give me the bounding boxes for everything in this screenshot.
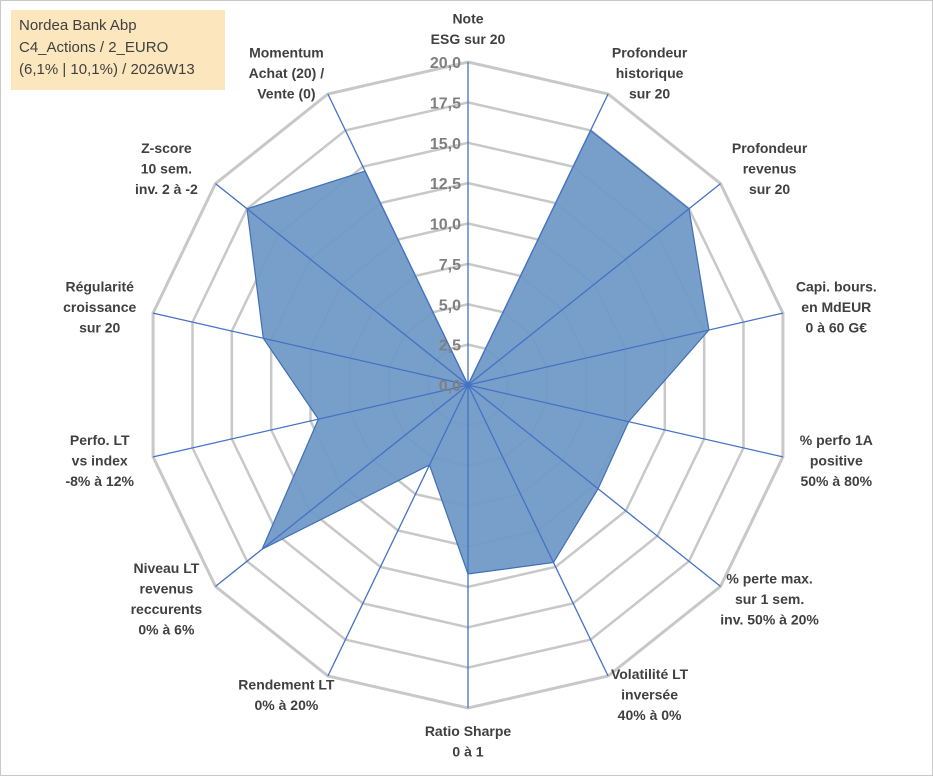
axis-label-9-line-1: revenus xyxy=(140,581,194,597)
data-point-6 xyxy=(552,561,555,564)
axis-label-6-line-0: Volatilité LT xyxy=(611,666,689,682)
axis-label-7-line-0: Ratio Sharpe xyxy=(425,723,512,739)
axis-label-9-line-3: 0% à 6% xyxy=(138,622,195,638)
info-line-company: Nordea Bank Abp xyxy=(19,17,137,34)
axis-label-11: Régularité croissance sur 20 xyxy=(63,279,136,336)
info-line-period: (6,1% | 10,1%) / 2026W13 xyxy=(19,61,195,78)
spoke-4 xyxy=(467,384,784,458)
axis-label-3-line-1: en MdEUR xyxy=(801,299,871,315)
axis-label-12-line-2: inv. 2 à -2 xyxy=(135,181,198,197)
axis-label-13: Momentum Achat (20) / Vente (0) xyxy=(249,44,325,101)
axis-label-7: Ratio Sharpe 0 à 1 xyxy=(425,723,512,760)
tick-label-6: 15,0 xyxy=(430,136,461,153)
axis-label-9-line-0: Niveau LT xyxy=(133,560,199,576)
axis-label-4-line-0: % perfo 1A xyxy=(800,432,873,448)
axis-label-6-line-1: inversée xyxy=(621,687,678,703)
spoke-12 xyxy=(215,183,469,386)
axis-label-10-line-2: -8% à 12% xyxy=(65,473,134,489)
tick-label-5: 12,5 xyxy=(430,176,461,193)
spoke-8 xyxy=(327,384,469,677)
data-point-13 xyxy=(364,170,367,173)
axis-label-2-line-2: sur 20 xyxy=(749,181,790,197)
axis-label-10: Perfo. LT vs index -8% à 12% xyxy=(65,432,134,489)
data-point-12 xyxy=(246,207,249,210)
spoke-11 xyxy=(152,312,469,386)
chart-info-box: Nordea Bank Abp C4_Actions / 2_EURO (6,1… xyxy=(11,10,225,90)
spoke-5 xyxy=(467,384,721,587)
data-point-4 xyxy=(627,420,630,423)
spoke-1 xyxy=(467,93,609,386)
axis-label-13-line-0: Momentum xyxy=(249,44,324,60)
axis-label-3-line-0: Capi. bours. xyxy=(796,279,877,295)
tick-label-3: 7,5 xyxy=(439,257,461,274)
axis-label-9: Niveau LT revenus reccurents 0% à 6% xyxy=(131,560,203,638)
axis-label-2: Profondeur revenus sur 20 xyxy=(732,140,808,197)
axis-label-11-line-2: sur 20 xyxy=(79,320,120,336)
axis-label-3: Capi. bours. en MdEUR 0 à 60 G€ xyxy=(796,279,877,336)
spoke-10 xyxy=(152,384,469,458)
data-point-9 xyxy=(261,548,264,551)
axis-label-3-line-2: 0 à 60 G€ xyxy=(806,320,868,336)
axis-label-2-line-0: Profondeur xyxy=(732,140,808,156)
axis-label-1-line-2: sur 20 xyxy=(629,85,670,101)
axis-label-10-line-1: vs index xyxy=(72,453,128,469)
data-point-3 xyxy=(707,329,710,332)
data-point-0 xyxy=(467,384,470,387)
axis-label-8-line-1: 0% à 20% xyxy=(254,697,318,713)
axis-label-13-line-1: Achat (20) / xyxy=(249,65,325,81)
tick-label-0: 0,0 xyxy=(439,378,461,395)
axis-label-4: % perfo 1A positive 50% à 80% xyxy=(800,432,873,489)
spoke-9 xyxy=(215,384,469,587)
axis-label-7-line-1: 0 à 1 xyxy=(452,744,483,760)
axis-label-5-line-0: % perte max. xyxy=(726,570,812,586)
data-point-7 xyxy=(467,573,470,576)
axis-label-8-line-0: Rendement LT xyxy=(238,676,335,692)
tick-label-8: 20,0 xyxy=(430,55,461,72)
axis-label-0: Note ESG sur 20 xyxy=(431,11,506,48)
axis-label-0-line-0: Note xyxy=(452,11,483,27)
data-point-11 xyxy=(262,337,265,340)
axis-label-11-line-0: Régularité xyxy=(65,279,134,295)
spoke-2 xyxy=(467,183,721,386)
axis-label-12-line-0: Z-score xyxy=(141,140,192,156)
data-point-5 xyxy=(597,487,600,490)
axis-label-5-line-2: inv. 50% à 20% xyxy=(720,611,819,627)
tick-label-7: 17,5 xyxy=(430,95,461,112)
axis-label-11-line-1: croissance xyxy=(63,299,136,315)
axis-label-9-line-2: reccurents xyxy=(131,601,203,617)
axis-label-12-line-1: 10 sem. xyxy=(141,161,192,177)
tick-label-4: 10,0 xyxy=(430,217,461,234)
axis-label-12: Z-score 10 sem. inv. 2 à -2 xyxy=(135,140,198,197)
axis-label-1: Profondeur historique sur 20 xyxy=(612,44,688,101)
tick-label-1: 2,5 xyxy=(439,338,461,355)
spoke-3 xyxy=(467,312,784,386)
axis-label-5-line-1: sur 1 sem. xyxy=(735,591,804,607)
info-line-category: C4_Actions / 2_EURO xyxy=(19,39,169,56)
data-point-1 xyxy=(589,129,592,132)
data-point-8 xyxy=(428,464,431,467)
data-point-10 xyxy=(317,418,320,421)
axis-label-4-line-1: positive xyxy=(810,453,863,469)
axis-label-10-line-0: Perfo. LT xyxy=(70,432,130,448)
axis-label-1-line-1: historique xyxy=(616,65,684,81)
series-area xyxy=(246,129,710,575)
spoke-13 xyxy=(327,93,469,386)
axis-label-2-line-1: revenus xyxy=(743,161,797,177)
spoke-6 xyxy=(467,384,609,677)
axis-label-6-line-2: 40% à 0% xyxy=(618,707,682,723)
axis-label-6: Volatilité LT inversée 40% à 0% xyxy=(611,666,689,723)
tick-label-2: 5,0 xyxy=(439,297,461,314)
axis-label-1-line-0: Profondeur xyxy=(612,44,688,60)
axis-label-13-line-2: Vente (0) xyxy=(257,85,315,101)
axis-label-4-line-2: 50% à 80% xyxy=(800,473,872,489)
axis-label-0-line-1: ESG sur 20 xyxy=(431,31,506,47)
data-point-2 xyxy=(688,207,691,210)
axis-label-5: % perte max. sur 1 sem. inv. 50% à 20% xyxy=(720,570,819,627)
axis-label-8: Rendement LT 0% à 20% xyxy=(238,676,335,713)
